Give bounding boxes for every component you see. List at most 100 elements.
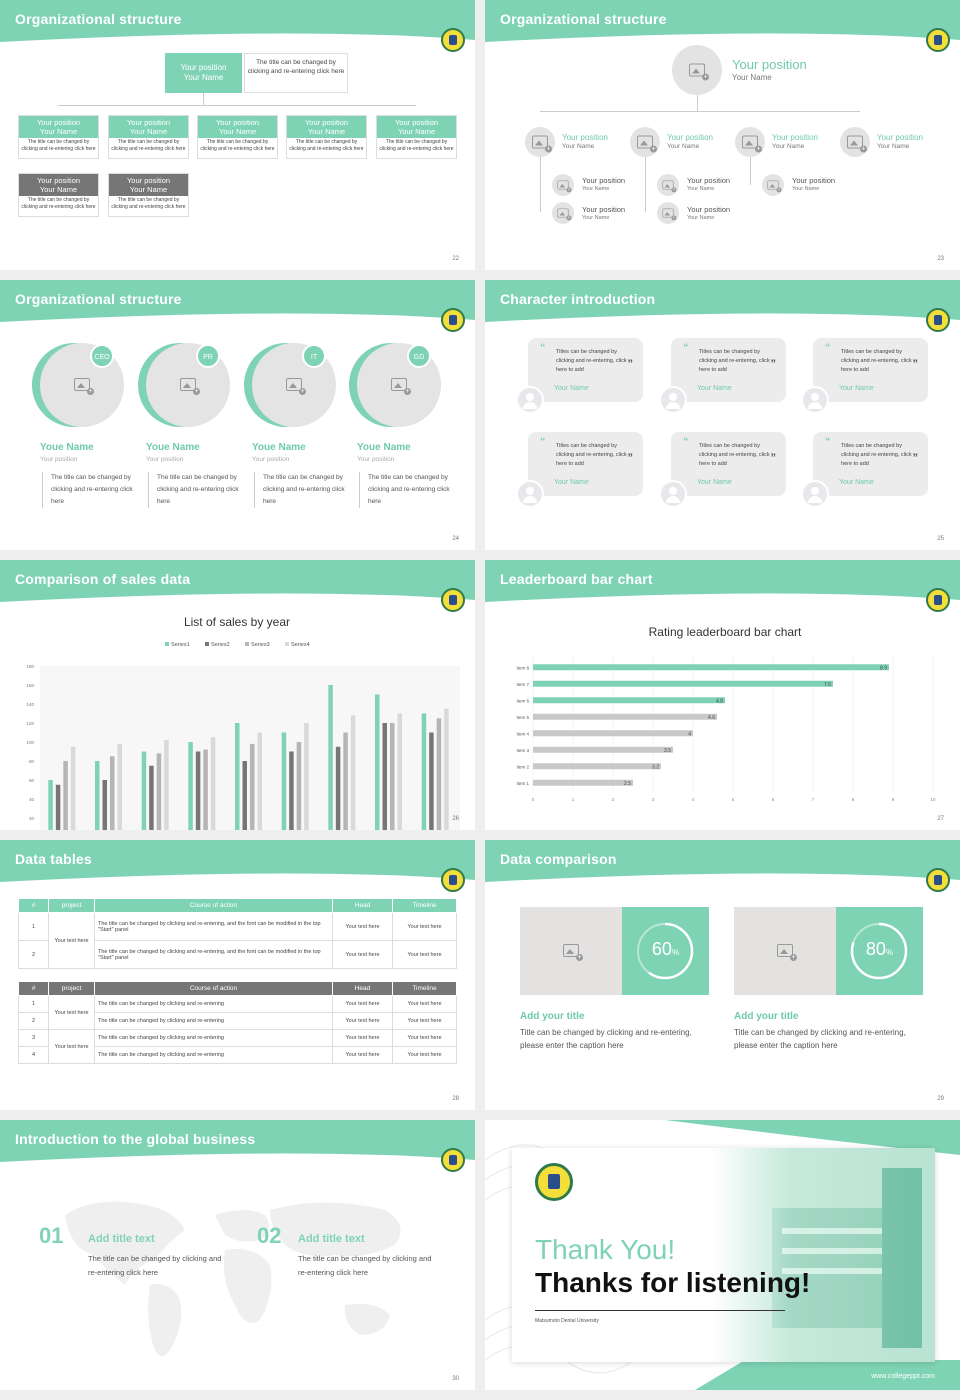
org-box[interactable]: Your position Your Name The title can be … — [376, 115, 457, 159]
table-row[interactable]: 2 The title can be changed by clicking a… — [18, 1012, 457, 1030]
org-box[interactable]: Your position Your Name The title can be … — [197, 115, 278, 159]
org-box-desc: The title can be changed by clicking and… — [379, 139, 454, 152]
x-tick-label: 1 — [572, 797, 575, 802]
quote-card[interactable]: “ Titles can be changed by clicking and r… — [671, 432, 786, 496]
bar — [421, 713, 427, 830]
university-logo-icon — [535, 1163, 573, 1201]
avatar-placeholder[interactable] — [762, 174, 784, 196]
slide-24[interactable]: Organizational structure CEO Youe Name Y… — [0, 280, 475, 550]
org-root-box[interactable]: Your position Your Name — [165, 53, 242, 93]
org-box[interactable]: Your position Your Name The title can be … — [108, 173, 189, 217]
table-row[interactable]: 3 Your text here The title can be change… — [18, 1029, 457, 1064]
university-seal-icon — [926, 28, 950, 52]
member-name: Your Name — [687, 215, 715, 221]
org-box[interactable]: Your position Your Name The title can be … — [108, 115, 189, 159]
member-name: Your Name — [582, 215, 610, 221]
avatar-placeholder[interactable] — [657, 202, 679, 224]
avatar-placeholder[interactable] — [630, 127, 660, 157]
image-placeholder-icon — [767, 180, 782, 193]
close-quote-icon: ” — [770, 452, 777, 464]
org-box[interactable]: Your position Your Name The title can be … — [286, 115, 367, 159]
quote-card[interactable]: “ Titles can be changed by clicking and r… — [813, 338, 928, 402]
person-name: Youe Name — [146, 442, 200, 453]
close-quote-icon: ” — [627, 452, 634, 464]
bar — [164, 740, 169, 830]
data-label: 4.6 — [708, 715, 715, 721]
page-number: 29 — [937, 1096, 944, 1102]
image-placeholder-icon — [847, 135, 867, 153]
slide-25[interactable]: Character introduction “ Titles can be ch… — [485, 280, 960, 550]
org-box-name: Your Name — [39, 185, 78, 194]
col-header: project — [48, 898, 95, 913]
avatar-placeholder[interactable] — [657, 174, 679, 196]
quote-card[interactable]: “ Titles can be changed by clicking and r… — [528, 338, 643, 402]
quote-card[interactable]: “ Titles can be changed by clicking and r… — [813, 432, 928, 496]
slide-27[interactable]: Leaderboard bar chart Rating leaderboard… — [485, 560, 960, 830]
slide-title: Organizational structure — [500, 11, 667, 27]
col-header: # — [18, 898, 49, 913]
slide-29[interactable]: Data comparison 60% Add your title Title… — [485, 840, 960, 1110]
person-desc: The title can be changed by clicking and… — [359, 472, 451, 508]
table-row[interactable]: 2 The title can be changed by clicking a… — [18, 940, 457, 969]
thanks-subheading: Thanks for listening! — [535, 1267, 811, 1298]
org-box-name: Your Name — [397, 127, 436, 136]
connector-line — [58, 105, 416, 106]
quote-card[interactable]: “ Titles can be changed by clicking and r… — [528, 432, 643, 496]
item-title: Add your title — [520, 1011, 585, 1022]
slide-header-band — [0, 1120, 475, 1162]
slide-30[interactable]: Introduction to the global business 01 A… — [0, 1120, 475, 1390]
org-box-position: Your position — [126, 176, 171, 185]
legend-label: Series2 — [211, 642, 230, 648]
bar — [289, 751, 294, 830]
x-tick-label: 10 — [930, 797, 936, 802]
slide-28[interactable]: Data tables # project Course of action H… — [0, 840, 475, 1110]
legend-swatch — [165, 642, 169, 646]
image-placeholder[interactable] — [734, 907, 836, 995]
avatar-placeholder[interactable] — [525, 127, 555, 157]
table-row[interactable]: 1 Your text here The title can be change… — [18, 912, 457, 969]
avatar-placeholder[interactable] — [672, 45, 722, 95]
chart-title: List of sales by year — [184, 615, 290, 629]
avatar-placeholder[interactable] — [552, 202, 574, 224]
slide-26[interactable]: Comparison of sales data List of sales b… — [0, 560, 475, 830]
quote-card[interactable]: “ Titles can be changed by clicking and r… — [671, 338, 786, 402]
slide-23[interactable]: Organizational structure Your position Y… — [485, 0, 960, 270]
table-row[interactable]: 4 The title can be changed by clicking a… — [18, 1046, 457, 1064]
page-number: 23 — [937, 256, 944, 262]
bar — [375, 694, 380, 830]
col-header: Course of action — [94, 981, 333, 996]
bar — [63, 761, 68, 830]
quote-author: Your Name — [697, 479, 732, 486]
org-box-position: Your position — [215, 118, 260, 127]
org-box[interactable]: Your position Your Name The title can be … — [18, 173, 99, 217]
image-placeholder[interactable] — [520, 907, 622, 995]
avatar-placeholder[interactable] — [735, 127, 765, 157]
image-placeholder-icon — [689, 63, 709, 81]
member-position: Your position — [562, 133, 608, 142]
slide-22[interactable]: Organizational structure Your position Y… — [0, 0, 475, 270]
y-tick-label: 20 — [29, 816, 35, 821]
user-avatar-icon — [659, 480, 687, 508]
slide-31-closing[interactable]: Thank You! Thanks for listening! Matsumo… — [485, 1120, 960, 1390]
cell: Your text here — [392, 912, 457, 941]
connector-line — [203, 93, 204, 105]
table-row[interactable]: 1 Your text here The title can be change… — [18, 995, 457, 1030]
bar — [436, 718, 442, 830]
cell: The title can be changed by clicking and… — [94, 1012, 333, 1030]
bar — [250, 743, 255, 830]
page-number: 25 — [937, 536, 944, 542]
bar — [156, 753, 162, 830]
bar — [444, 708, 449, 830]
image-placeholder-icon — [557, 208, 572, 221]
y-tick-label: Item 8 — [516, 665, 529, 670]
quote-author: Your Name — [697, 385, 732, 392]
quote-text: Titles can be changed by clicking and re… — [556, 349, 627, 373]
website-link[interactable]: www.collegeppt.com — [871, 1373, 935, 1380]
avatar-placeholder[interactable] — [552, 174, 574, 196]
user-avatar-icon — [801, 386, 829, 414]
org-box[interactable]: Your position Your Name The title can be … — [18, 115, 99, 159]
image-placeholder-icon — [180, 378, 200, 395]
org-box-position: Your position — [304, 118, 349, 127]
legend-swatch — [205, 642, 209, 646]
avatar-placeholder[interactable] — [840, 127, 870, 157]
